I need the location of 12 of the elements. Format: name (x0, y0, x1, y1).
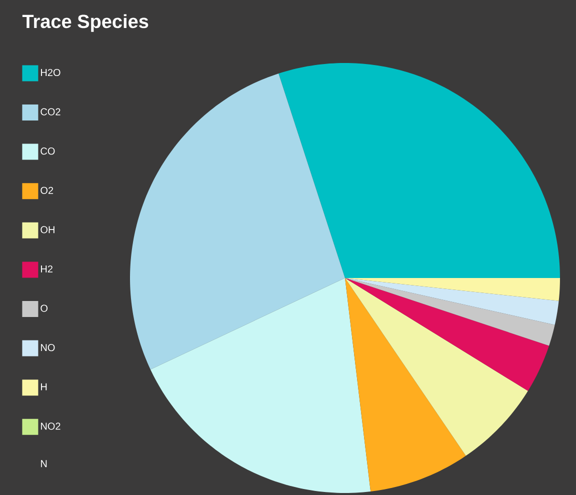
legend-label: H2O (41, 68, 60, 76)
legend-label: OH (40, 226, 54, 234)
legend-label: CO (40, 148, 55, 155)
category-label: N (41, 460, 47, 468)
legend-label: H (41, 383, 47, 390)
legend-label: CO2 (40, 108, 60, 116)
legend-label: NO2 (41, 422, 60, 430)
legend-label: H2 (41, 265, 52, 272)
chart-title: Trace Species (22, 14, 148, 32)
legend-label: O (40, 304, 48, 312)
legend-label: O2 (40, 186, 54, 194)
legend-label: NO (41, 344, 55, 352)
